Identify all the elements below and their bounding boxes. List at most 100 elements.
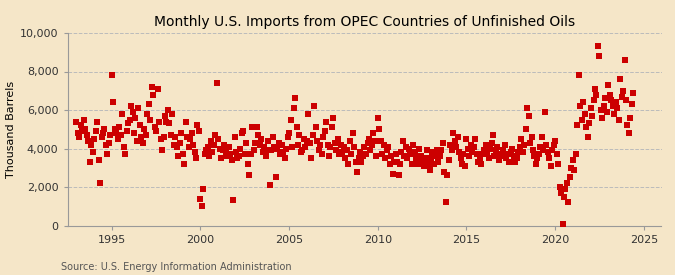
Point	[276, 142, 287, 147]
Point	[209, 142, 219, 147]
Point	[595, 108, 606, 112]
Point	[624, 131, 634, 135]
Point	[182, 135, 192, 139]
Point	[371, 154, 382, 158]
Point	[80, 127, 90, 131]
Point	[492, 144, 503, 149]
Point	[223, 144, 234, 149]
Point	[628, 90, 639, 95]
Point	[383, 144, 394, 149]
Point	[124, 117, 135, 122]
Point	[448, 131, 458, 135]
Point	[466, 142, 477, 147]
Point	[462, 146, 473, 151]
Point	[398, 139, 408, 143]
Point	[133, 106, 144, 110]
Point	[189, 150, 200, 155]
Point	[229, 135, 240, 139]
Point	[426, 156, 437, 160]
Point	[483, 156, 494, 160]
Point	[606, 98, 617, 103]
Point	[201, 148, 212, 153]
Point	[333, 137, 344, 141]
Point	[319, 129, 330, 133]
Point	[563, 200, 574, 205]
Point	[123, 121, 134, 126]
Point	[573, 73, 584, 78]
Point	[185, 137, 196, 141]
Point	[593, 44, 603, 49]
Point	[148, 92, 159, 97]
Point	[307, 133, 318, 137]
Point	[171, 144, 182, 149]
Point	[480, 142, 491, 147]
Point	[409, 150, 420, 155]
Point	[384, 162, 395, 166]
Point	[429, 162, 439, 166]
Point	[196, 204, 207, 208]
Point	[584, 121, 595, 126]
Point	[380, 156, 391, 160]
Point	[619, 58, 630, 62]
Point	[140, 133, 151, 137]
Point	[315, 142, 325, 147]
Point	[136, 135, 147, 139]
Point	[524, 141, 535, 145]
Point	[101, 142, 111, 147]
Point	[159, 114, 170, 118]
Point	[520, 127, 531, 131]
Point	[589, 87, 600, 91]
Point	[455, 156, 466, 160]
Point	[464, 154, 475, 158]
Point	[169, 142, 180, 147]
Point	[207, 150, 218, 155]
Point	[517, 150, 528, 155]
Point	[188, 142, 198, 147]
Point	[338, 144, 349, 149]
Point	[145, 117, 156, 122]
Point	[476, 162, 487, 166]
Point	[327, 125, 338, 130]
Point	[325, 144, 336, 149]
Point	[356, 160, 367, 164]
Point	[399, 154, 410, 158]
Point	[285, 117, 296, 122]
Point	[616, 94, 627, 99]
Point	[587, 114, 597, 118]
Point	[127, 110, 138, 114]
Point	[312, 139, 323, 143]
Point	[291, 125, 302, 130]
Point	[405, 152, 416, 156]
Point	[435, 154, 446, 158]
Point	[582, 135, 593, 139]
Point	[260, 154, 271, 158]
Point	[414, 146, 425, 151]
Point	[554, 185, 565, 189]
Point	[180, 119, 191, 124]
Point	[440, 200, 451, 205]
Point	[290, 96, 300, 101]
Point	[240, 152, 250, 156]
Point	[321, 119, 331, 124]
Point	[102, 152, 113, 156]
Point	[313, 148, 324, 153]
Point	[210, 133, 221, 137]
Point	[117, 112, 128, 116]
Point	[219, 142, 230, 147]
Point	[257, 150, 268, 155]
Point	[259, 144, 269, 149]
Point	[238, 129, 249, 133]
Point	[226, 158, 237, 162]
Point	[378, 142, 389, 147]
Point	[99, 127, 110, 131]
Point	[541, 142, 551, 147]
Point	[183, 144, 194, 149]
Point	[618, 89, 628, 93]
Point	[235, 146, 246, 151]
Point	[241, 141, 252, 145]
Point	[487, 133, 498, 137]
Point	[359, 144, 370, 149]
Point	[599, 104, 610, 108]
Point	[71, 119, 82, 124]
Point	[412, 162, 423, 166]
